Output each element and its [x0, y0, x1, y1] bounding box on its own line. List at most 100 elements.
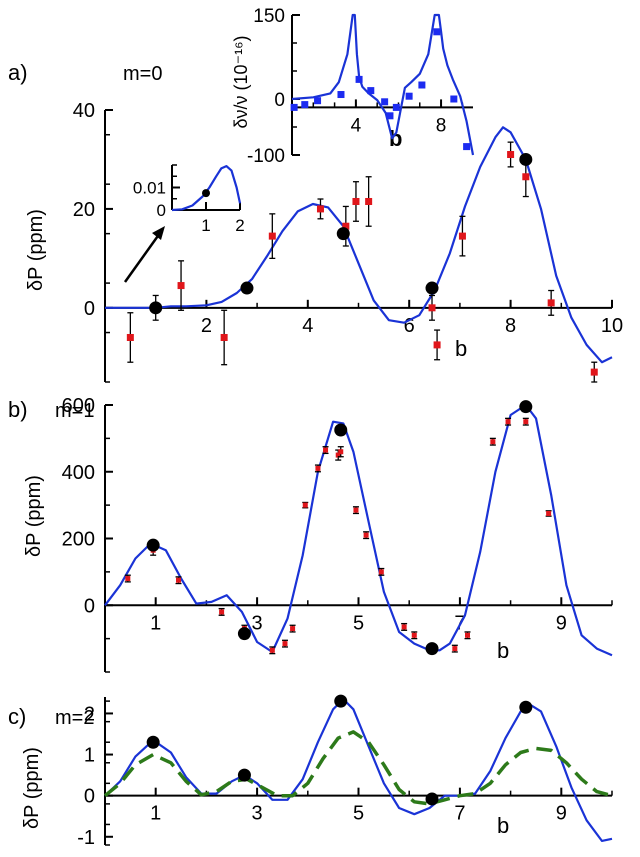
panel-b-measured-point	[219, 609, 225, 615]
panel-a-measured-point	[365, 197, 373, 205]
panel-a-theory-curve	[105, 126, 613, 364]
panel-a-measured-point	[458, 232, 466, 240]
panel-b-measured-point	[505, 419, 511, 425]
inset-top-measured-point	[290, 103, 298, 111]
inset-left-plot	[171, 165, 242, 212]
panel-c-ylabel: δP (ppm)	[21, 747, 43, 829]
panel-c-dashed-curve	[103, 730, 613, 806]
panel-a-xtick-label: 6	[404, 315, 415, 337]
panel-b-measured-point	[282, 641, 288, 647]
panel-c-xtick-label: 1	[150, 803, 161, 825]
panel-b-computed-point	[334, 423, 348, 437]
inset-top-theory-curve	[291, 13, 475, 156]
inset-top-measured-point	[418, 81, 426, 89]
panel-b-measured-point	[335, 452, 341, 458]
panel-c-xtick-label: 9	[556, 803, 567, 825]
panel-a-computed-point	[149, 301, 163, 315]
panel-b-measured-point	[411, 632, 417, 638]
panel-b-measured-point	[490, 439, 496, 445]
panel-a-measured-point	[316, 205, 324, 213]
panel-c-xtick-label: 7	[454, 803, 465, 825]
panel-b-xlabel: b	[497, 638, 509, 663]
panel-a-computed-point	[336, 227, 350, 241]
panel-b-xtick-label: 1	[150, 612, 161, 634]
panel-a-ytick-label: 20	[73, 199, 95, 221]
panel-a-mode-label: m=0	[123, 63, 162, 85]
inset-left-ytick-label: 0	[157, 201, 166, 220]
panel-b-mode-label: m=1	[55, 400, 94, 422]
panel-a-xtick-label: 10	[601, 315, 623, 337]
panel-b-xtick-label: 9	[556, 612, 567, 634]
panel-b-label: b)	[8, 397, 28, 422]
panel-c-xtick-label: 5	[353, 803, 364, 825]
panel-a-inset-left: 0 0.01 1 2	[133, 164, 245, 235]
panel-a-measured-point	[522, 173, 530, 181]
panel-b-plot	[104, 400, 613, 657]
panel-a-measured-point	[342, 222, 350, 230]
panel-a-computed-point	[519, 152, 533, 166]
panel-b-ylabel: δP (ppm)	[23, 475, 45, 557]
panel-c-xtick-label: 3	[252, 803, 263, 825]
panel-a-ytick-label: 0	[84, 298, 95, 320]
inset-top-xtick-label: 8	[436, 115, 447, 136]
panel-b-xtick-label: 3	[252, 612, 263, 634]
inset-left-xtick-label: 1	[201, 216, 210, 235]
panel-b-measured-point	[465, 632, 471, 638]
inset-top-measured-point	[301, 101, 309, 109]
inset-top-measured-point	[450, 95, 458, 103]
panel-a-measured-point	[268, 232, 276, 240]
panel-b-measured-point	[378, 569, 384, 575]
panel-c-ytick-label: 0	[84, 786, 95, 808]
panel-b-measured-point	[125, 576, 131, 582]
inset-top-xtick-label: 4	[351, 115, 362, 136]
inset-left-xtick-label: 2	[235, 216, 244, 235]
panel-a-inset-top: δν/ν (10⁻¹⁶) b -100 0 150 4 8	[231, 6, 475, 167]
panel-a-xtick-label: 4	[302, 315, 313, 337]
inset-top-measured-point	[433, 28, 441, 36]
inset-arrow	[123, 226, 165, 283]
panel-c-label: c)	[8, 704, 26, 729]
panel-a-xtick-label: 2	[201, 315, 212, 337]
inset-top-xlabel: b	[389, 126, 402, 151]
panel-a-measured-point	[590, 368, 598, 376]
panel-c-axes: -1 0 1 2 1 3 5 7 9	[77, 697, 613, 849]
panel-b-ytick-label: 400	[62, 462, 95, 484]
panel-a-measured-point	[177, 282, 185, 290]
panel-b-measured-point	[269, 647, 275, 653]
panel-b-computed-point	[425, 642, 439, 656]
inset-top-measured-point	[355, 75, 363, 83]
panel-c-ytick-label: 2	[84, 703, 95, 725]
panel-b-measured-point	[363, 532, 369, 538]
panel-b-ytick-label: 200	[62, 529, 95, 551]
panel-b-computed-point	[519, 400, 533, 414]
panel-b-measured-point	[290, 626, 296, 632]
inset-top-measured-point	[392, 103, 400, 111]
panel-c-mode-label: m=2	[55, 707, 94, 729]
panel-a-xlabel: b	[455, 336, 467, 361]
panel-b-measured-point	[302, 502, 308, 508]
inset-top-measured-point	[314, 97, 322, 105]
inset-top-measured-point	[463, 143, 471, 151]
panel-b-measured-point	[353, 507, 359, 513]
panel-a-xtick-label: 8	[505, 315, 516, 337]
panel-b-ytick-label: 0	[84, 595, 95, 617]
panel-a-measured-point	[433, 341, 441, 349]
inset-top-ytick-label: 150	[253, 6, 285, 27]
inset-top-measured-point	[405, 92, 413, 100]
panel-a-computed-point	[425, 281, 439, 295]
panel-b-measured-point	[401, 624, 407, 630]
panel-a-ytick-label: 40	[73, 100, 95, 122]
panel-a-measured-point	[220, 333, 228, 341]
panel-a-plot	[105, 126, 613, 383]
panel-a-measured-point	[428, 304, 436, 312]
inset-top-measured-point	[381, 98, 389, 106]
panel-c: c) m=2 δP (ppm) b -1 0 1 2 1 3 5 7 9	[8, 694, 613, 849]
panel-b-measured-point	[452, 646, 458, 652]
panel-c-plot	[103, 694, 613, 842]
panel-b-measured-point	[546, 510, 552, 516]
panel-c-ytick-label: -1	[77, 827, 95, 849]
panel-b-computed-point	[146, 538, 160, 552]
inset-left-theory-curve	[171, 165, 242, 212]
